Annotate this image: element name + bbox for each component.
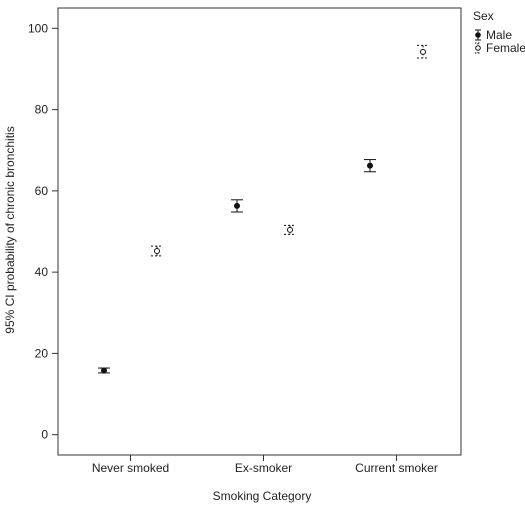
plot-frame: [57, 7, 462, 456]
x-axis-label: Smoking Category: [213, 489, 312, 503]
y-tick-label: 40: [35, 265, 49, 279]
legend-item-male: Male: [475, 28, 512, 42]
x-tick-label: Current smoker: [355, 461, 438, 475]
series-male: [98, 159, 376, 374]
point-marker: [101, 367, 107, 374]
series-female: [151, 44, 429, 257]
point-marker: [287, 226, 293, 233]
y-tick-label: 20: [35, 346, 49, 360]
x-tick-label: Ex-smoker: [235, 461, 292, 475]
x-axis: Never smoked Ex-smoker Current smoker: [92, 455, 438, 475]
y-axis: 0 20 40 60 80 100: [28, 21, 58, 442]
point-marker: [367, 162, 373, 169]
point-marker: [154, 248, 160, 255]
point-marker: [420, 48, 426, 55]
y-tick-label: 100: [28, 21, 48, 35]
x-tick-label: Never smoked: [92, 461, 169, 475]
y-axis-label: 95% CI probability of chronic bronchitis: [3, 126, 17, 333]
legend-title: Sex: [473, 9, 494, 23]
y-tick-label: 60: [35, 184, 49, 198]
point-marker: [234, 202, 240, 209]
y-tick-label: 80: [35, 103, 49, 117]
legend-marker-icon: [475, 32, 481, 38]
legend-item-female: Female: [475, 41, 525, 55]
legend-label: Female: [486, 41, 525, 55]
legend-marker-icon: [475, 45, 481, 51]
legend-label: Male: [486, 28, 512, 42]
y-tick-label: 0: [41, 428, 48, 442]
data-marks: [98, 44, 429, 374]
